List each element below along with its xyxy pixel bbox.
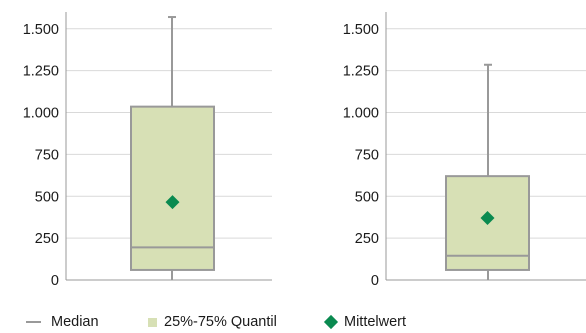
legend-label-mean: Mittelwert (344, 314, 407, 330)
y-tick-label: 1.000 (23, 106, 59, 122)
y-tick-label: 1.500 (23, 22, 59, 38)
y-tick-label: 1.250 (23, 64, 59, 80)
y-tick-label: 0 (51, 273, 59, 289)
legend-item-quantil: 25%-75% Quantil (148, 312, 277, 332)
y-tick-label: 500 (35, 189, 59, 205)
legend-label-quantil: 25%-75% Quantil (164, 314, 277, 330)
legend: Median 25%-75% Quantil Mittelwert (0, 312, 586, 332)
y-tick-label: 250 (35, 231, 59, 247)
legend-item-median: Median (26, 312, 99, 332)
legend-label-median: Median (51, 314, 99, 330)
mean-marker (165, 195, 180, 210)
y-tick-label: 250 (355, 231, 379, 247)
mean-marker (480, 211, 495, 226)
quantil-box-symbol (148, 317, 157, 327)
y-tick-label: 0 (371, 273, 379, 289)
legend-item-mean: Mittelwert (323, 312, 407, 332)
y-tick-label: 500 (355, 189, 379, 205)
y-tick-label: 750 (35, 147, 59, 163)
mean-diamond-symbol (323, 314, 339, 330)
y-tick-label: 1.500 (343, 22, 379, 38)
y-tick-label: 750 (355, 147, 379, 163)
quartile-box (130, 105, 215, 271)
median-line-symbol (26, 321, 41, 323)
y-tick-label: 1.250 (343, 64, 379, 80)
y-tick-label: 1.000 (343, 106, 379, 122)
